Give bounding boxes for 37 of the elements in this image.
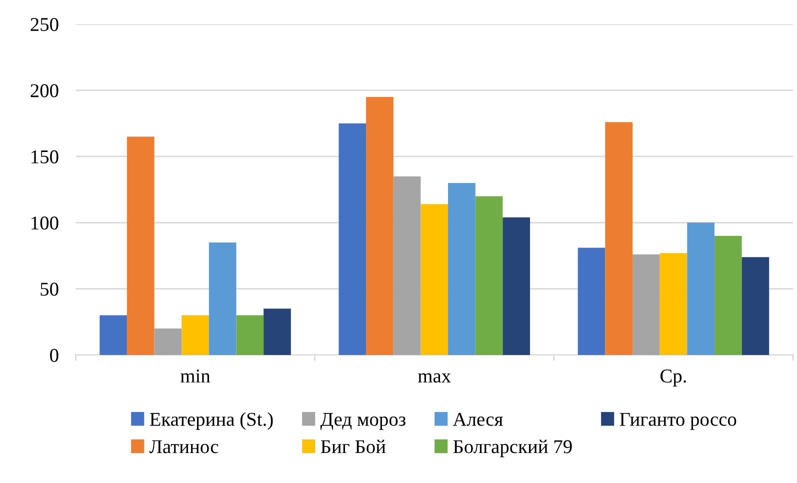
legend-label: Биг Бой <box>320 440 386 454</box>
y-tick-label: 0 <box>50 348 58 362</box>
bar <box>742 257 770 356</box>
legend-label: Алеся <box>452 412 503 426</box>
bar <box>578 248 606 356</box>
legend-label: Латинос <box>149 440 218 454</box>
bar <box>100 315 127 356</box>
x-tick-label: max <box>418 373 451 383</box>
bar <box>126 136 154 356</box>
bar <box>366 96 394 356</box>
bar <box>208 242 236 356</box>
bar <box>154 328 182 356</box>
bar <box>182 315 209 356</box>
y-tick-label: 150 <box>32 150 58 164</box>
legend-label: Екатерина (St.) <box>150 412 273 430</box>
y-tick-label: 200 <box>30 84 58 98</box>
bar <box>264 308 291 356</box>
bar <box>475 196 503 356</box>
legend-label: Гиганто россо <box>620 412 736 430</box>
bar <box>420 204 448 356</box>
bar <box>687 222 714 356</box>
bar <box>605 122 632 356</box>
legend-label: Дед мороз <box>320 412 406 430</box>
y-tick-label: 50 <box>40 282 58 296</box>
bar <box>236 315 264 356</box>
bar <box>632 254 660 356</box>
bar <box>660 253 688 356</box>
x-tick-label: Ср. <box>660 370 686 387</box>
legend-label: Болгарский 79 <box>453 440 572 458</box>
bar <box>338 123 366 356</box>
y-tick-label: 250 <box>30 18 58 32</box>
x-tick-label: min <box>180 370 210 382</box>
y-tick-label: 100 <box>32 216 58 230</box>
bar <box>448 182 476 356</box>
bar <box>502 217 530 356</box>
bar <box>714 236 742 356</box>
bar <box>393 176 421 356</box>
